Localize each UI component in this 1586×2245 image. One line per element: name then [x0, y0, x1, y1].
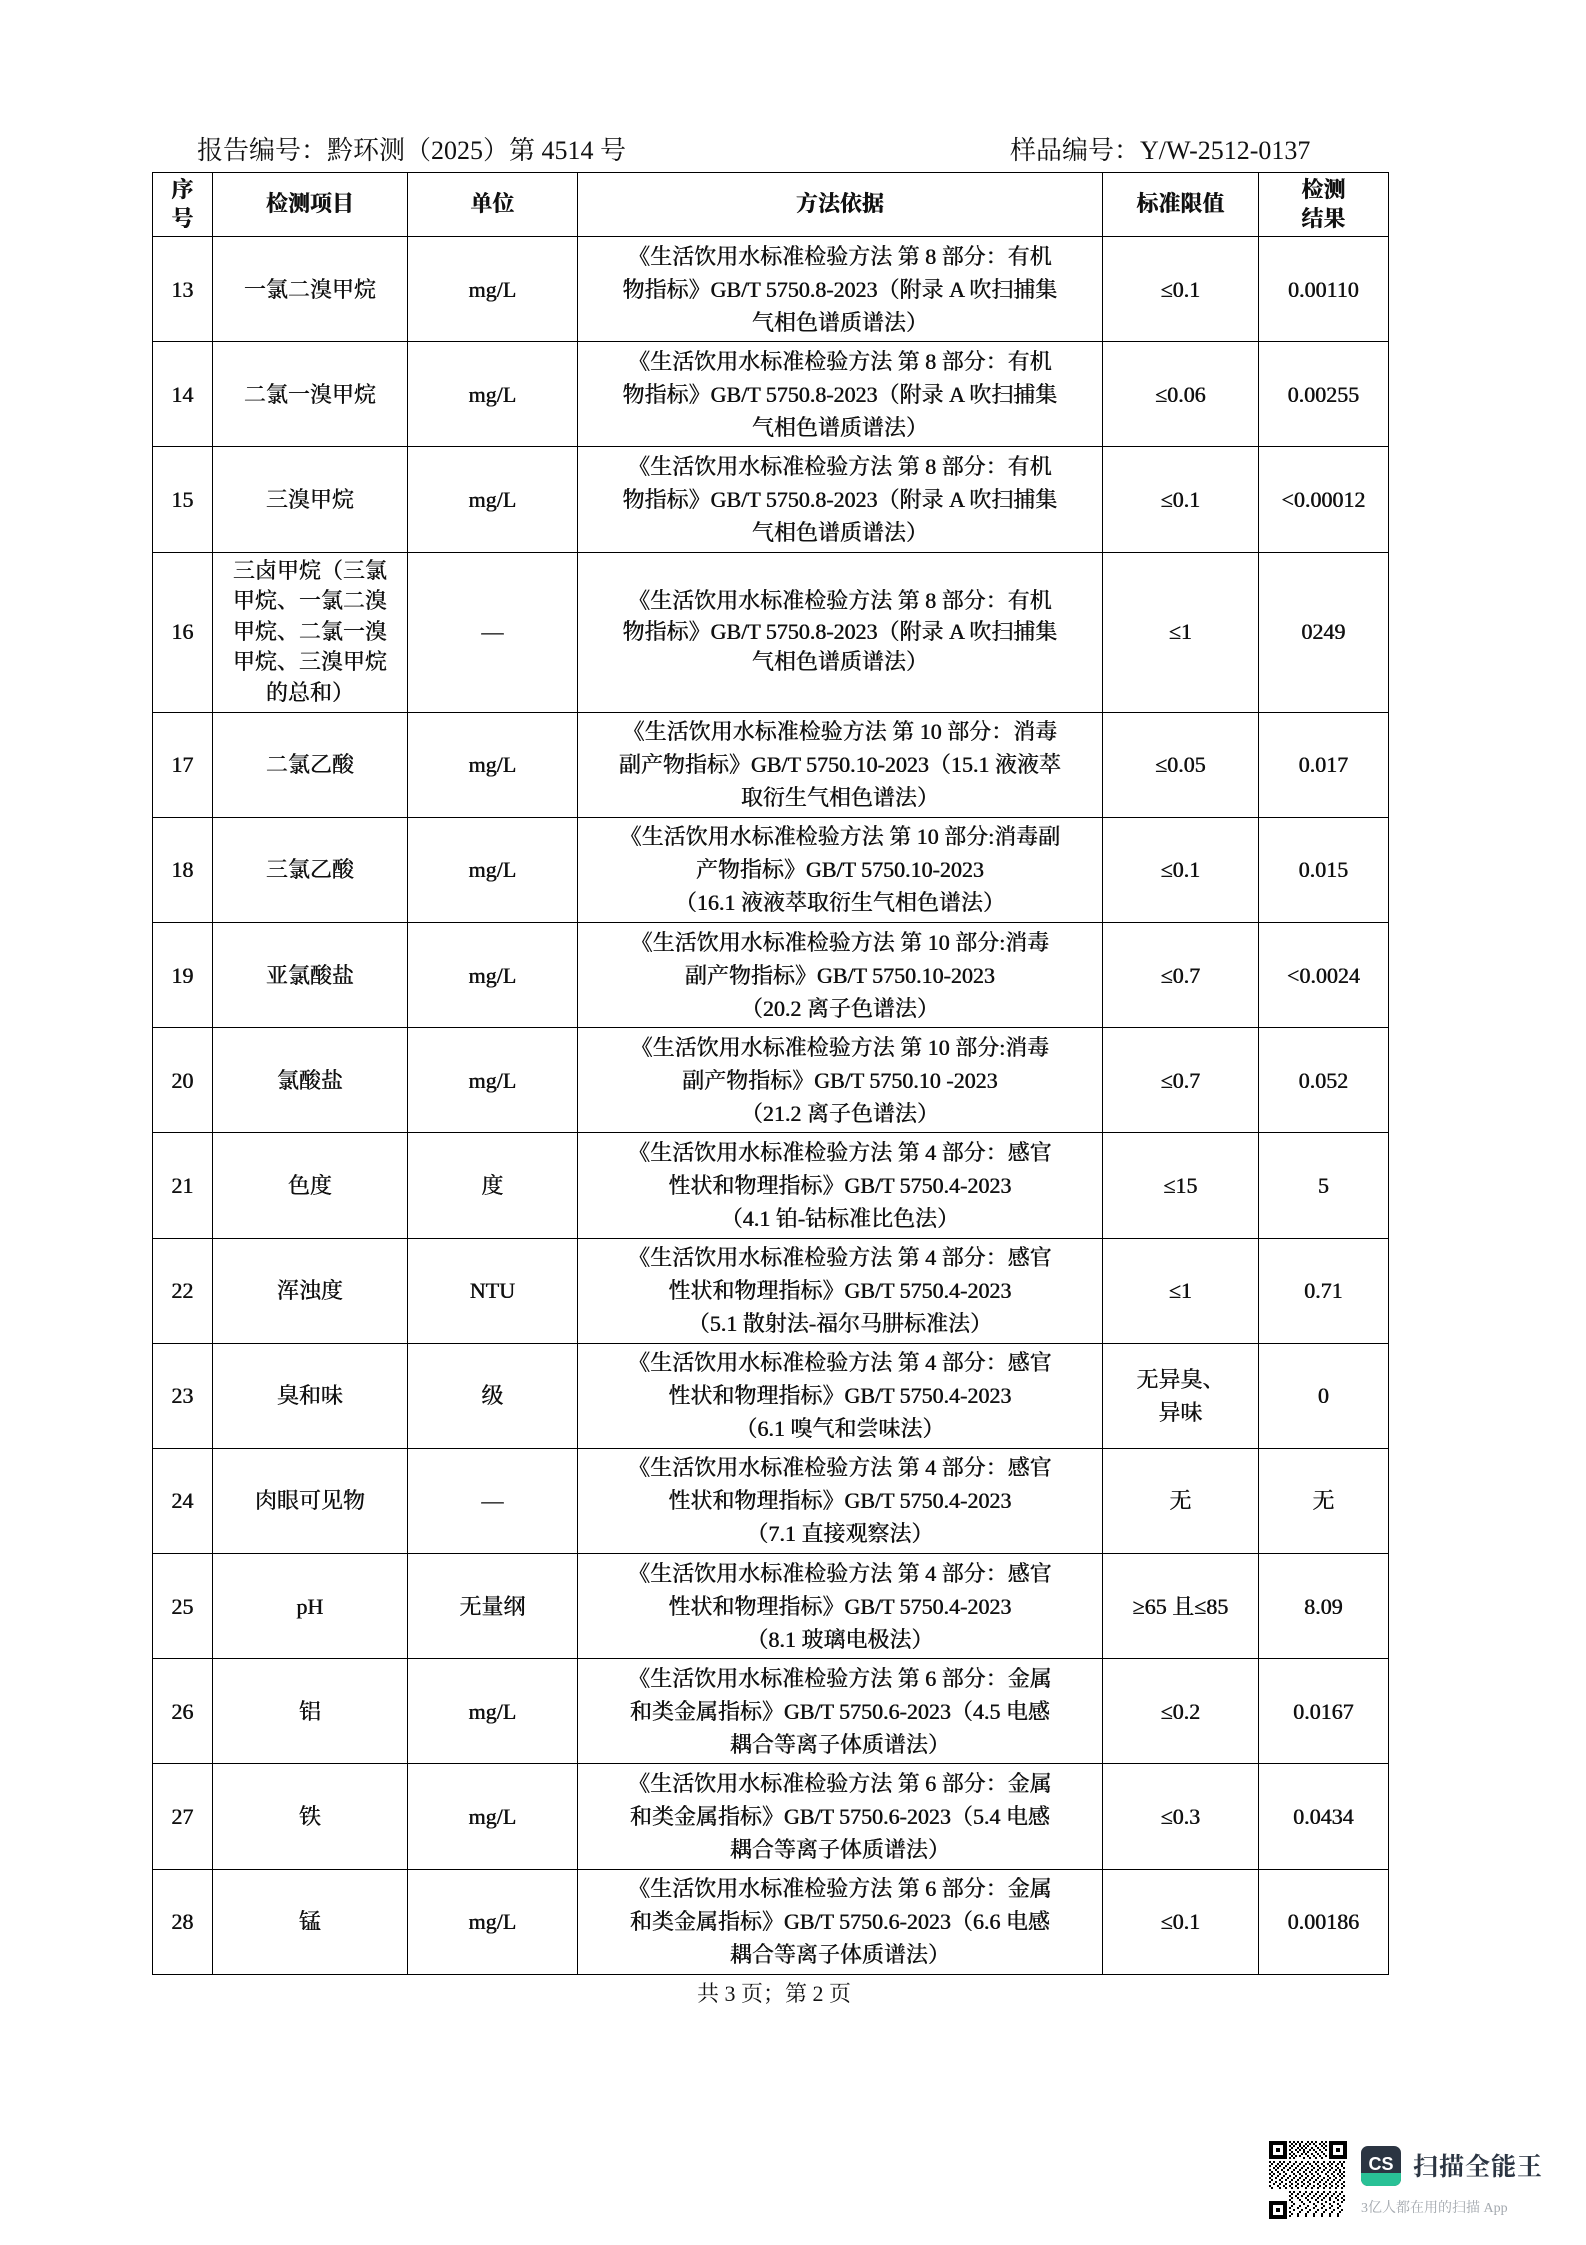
svg-text:CS: CS — [1368, 2154, 1393, 2174]
